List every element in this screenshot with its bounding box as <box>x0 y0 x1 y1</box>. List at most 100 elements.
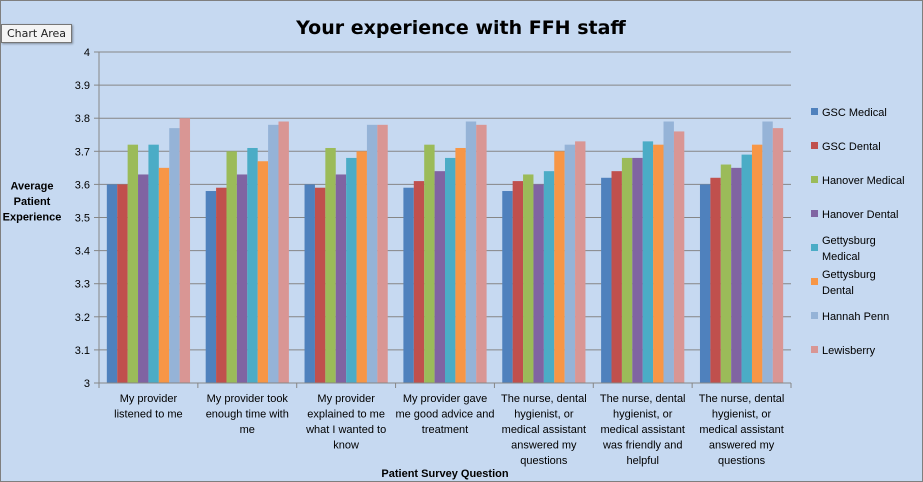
bar[interactable] <box>642 141 654 383</box>
bar[interactable] <box>158 167 170 383</box>
legend-swatch <box>811 108 818 115</box>
bar[interactable] <box>663 121 674 383</box>
bar[interactable] <box>314 187 326 383</box>
bar[interactable] <box>564 144 576 383</box>
bar[interactable] <box>543 171 555 383</box>
bar[interactable] <box>512 181 524 383</box>
bar[interactable] <box>720 164 732 383</box>
bar[interactable] <box>554 151 565 383</box>
legend-item[interactable]: Gettysburg Dental <box>811 269 876 297</box>
legend-label: GSC Medical <box>822 107 887 119</box>
y-tick-label: 3.2 <box>75 312 90 324</box>
legend-label: Hanover Medical <box>822 175 905 187</box>
bar[interactable] <box>304 184 315 383</box>
bar[interactable] <box>106 184 118 383</box>
x-category-label: The nurse, dental hygienist, or medical as… <box>501 393 587 467</box>
bar[interactable] <box>138 174 149 383</box>
bar[interactable] <box>772 128 784 383</box>
x-category-label: The nurse, dental hygienist, or medical as… <box>600 393 686 467</box>
bar[interactable] <box>226 151 237 383</box>
bar[interactable] <box>476 124 487 383</box>
bar[interactable] <box>413 181 425 383</box>
legend-item[interactable]: Gettysburg Medical <box>811 235 876 263</box>
bar[interactable] <box>741 154 752 383</box>
legend-item[interactable]: Hanover Dental <box>811 209 898 221</box>
legend-item[interactable]: Lewisberry <box>811 345 876 357</box>
legend-label: GSC Dental <box>822 141 881 153</box>
legend-swatch <box>811 346 818 353</box>
bar[interactable] <box>335 174 347 383</box>
bar[interactable] <box>169 128 180 383</box>
bar[interactable] <box>673 131 685 383</box>
bar[interactable] <box>731 167 742 383</box>
bar[interactable] <box>455 147 466 383</box>
bar[interactable] <box>325 147 336 383</box>
x-category-label: My provider took enough time with me <box>206 393 289 436</box>
bar[interactable] <box>699 184 711 383</box>
y-tick-label: 3.5 <box>75 213 90 225</box>
bar[interactable] <box>127 144 139 383</box>
bar[interactable] <box>502 191 513 383</box>
legend-label: Lewisberry <box>822 345 876 357</box>
bar[interactable] <box>533 184 544 383</box>
bar[interactable] <box>424 144 435 383</box>
y-tick-label: 3 <box>84 378 90 390</box>
bar[interactable] <box>205 191 217 383</box>
bar[interactable] <box>377 124 388 383</box>
legend-label: Gettysburg Medical <box>822 235 876 263</box>
bar[interactable] <box>247 147 258 383</box>
bar[interactable] <box>523 174 534 383</box>
bar[interactable] <box>257 161 269 383</box>
y-tick-label: 3.1 <box>75 345 90 357</box>
bar[interactable] <box>278 121 289 383</box>
bar[interactable] <box>179 118 191 383</box>
x-category-label: My provider gave me good advice and treatm… <box>395 393 494 436</box>
bar[interactable] <box>762 121 773 383</box>
legend-item[interactable]: Hannah Penn <box>811 311 889 323</box>
bar[interactable] <box>403 187 414 383</box>
bar[interactable] <box>366 124 378 383</box>
bar[interactable] <box>117 184 128 383</box>
legend-item[interactable]: GSC Dental <box>811 141 881 153</box>
bar[interactable] <box>710 177 721 383</box>
legend: GSC Medical GSC Dental Hanover Medical Hano… <box>811 107 905 357</box>
legend-item[interactable]: Hanover Medical <box>811 175 905 187</box>
bar[interactable] <box>356 151 367 383</box>
x-category-label: My provider explained to me what I wanted … <box>305 393 386 452</box>
x-axis-categories: My provider listened to me My provider too… <box>114 393 784 467</box>
bar[interactable] <box>236 174 248 383</box>
x-axis-title: Patient Survey Question <box>381 468 508 480</box>
y-tick-label: 3.7 <box>75 146 90 158</box>
y-tick-label: 3.6 <box>75 179 90 191</box>
legend-swatch <box>811 176 818 183</box>
y-tick-label: 4 <box>84 47 90 59</box>
x-category-label: My provider listened to me <box>114 393 182 421</box>
bar[interactable] <box>148 144 159 383</box>
legend-label: Hannah Penn <box>822 311 889 323</box>
bar[interactable] <box>445 157 456 383</box>
bar[interactable] <box>575 141 586 383</box>
bar[interactable] <box>346 157 357 383</box>
y-tick-label: 3.3 <box>75 279 90 291</box>
bar[interactable] <box>434 171 445 383</box>
legend-swatch <box>811 210 818 217</box>
x-category-label: The nurse, dental hygienist, or medical as… <box>699 393 785 467</box>
bar[interactable] <box>465 121 477 383</box>
bar[interactable] <box>611 171 622 383</box>
bar[interactable] <box>268 124 279 383</box>
bar[interactable] <box>653 144 664 383</box>
legend-swatch <box>811 278 818 285</box>
chart-title: Your experience with FFH staff <box>295 17 626 39</box>
bar[interactable] <box>601 177 612 383</box>
legend-item[interactable]: GSC Medical <box>811 107 887 119</box>
bar[interactable] <box>216 187 227 383</box>
legend-label: Hanover Dental <box>822 209 898 221</box>
bar[interactable] <box>621 157 633 383</box>
bar[interactable] <box>751 144 763 383</box>
bars <box>106 118 784 383</box>
y-tick-label: 3.9 <box>75 80 90 92</box>
y-tick-label: 3.4 <box>75 246 90 258</box>
bar[interactable] <box>632 157 643 383</box>
